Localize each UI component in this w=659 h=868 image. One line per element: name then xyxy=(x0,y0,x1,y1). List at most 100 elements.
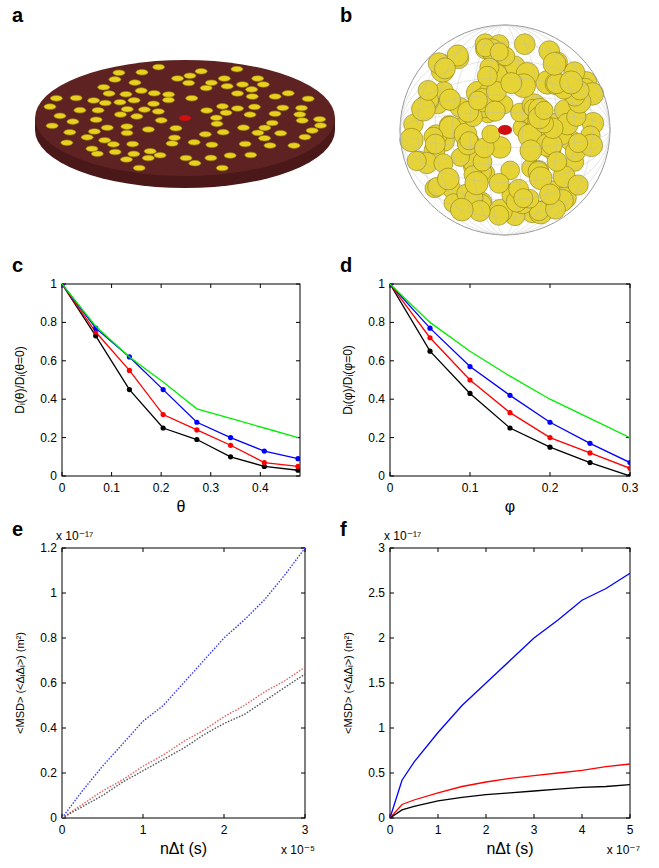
y-tick xyxy=(301,818,305,819)
x-tick xyxy=(630,284,631,288)
x-tick-label: 0.2 xyxy=(542,481,559,495)
y-multiplier: x 10⁻¹⁷ xyxy=(56,529,93,543)
obstacle xyxy=(154,152,166,158)
obstacle xyxy=(88,129,100,135)
series-marker xyxy=(467,364,472,369)
y-tick xyxy=(626,638,630,639)
x-tick xyxy=(486,814,487,818)
obstacle xyxy=(246,87,258,93)
x-tick-label: 3 xyxy=(302,823,309,837)
series-line xyxy=(62,284,298,459)
sphere-grid xyxy=(418,25,593,235)
y-tick xyxy=(390,683,394,684)
y-tick xyxy=(301,593,305,594)
y-tick xyxy=(626,322,630,323)
obstacle xyxy=(162,97,174,103)
obstacle xyxy=(252,130,264,136)
obstacle xyxy=(99,100,111,106)
obstacle xyxy=(128,98,140,104)
obstacle xyxy=(148,101,160,107)
x-tick xyxy=(224,548,225,552)
obstacle xyxy=(266,120,278,126)
sphere-grid xyxy=(400,95,610,165)
sphere-grid xyxy=(435,25,575,235)
obstacle xyxy=(109,77,121,83)
plot-frame xyxy=(62,284,300,476)
x-tick-label: 0.1 xyxy=(462,481,479,495)
obstacle xyxy=(282,90,294,96)
series-line xyxy=(62,284,298,438)
obstacle xyxy=(288,143,300,149)
obstacle xyxy=(121,106,133,112)
obstacle xyxy=(520,140,542,162)
illustration-disk xyxy=(35,60,335,188)
y-tick-label: 1 xyxy=(378,721,385,735)
y-tick xyxy=(62,548,66,549)
figure: ab00.10.20.30.400.20.40.60.81θDᵢ(θ)/Dᵢ(θ… xyxy=(0,0,659,868)
y-tick xyxy=(626,773,630,774)
obstacle xyxy=(540,184,561,205)
series-line xyxy=(390,284,630,463)
x-axis-title: φ xyxy=(505,498,515,515)
x-tick xyxy=(143,814,144,818)
y-tick xyxy=(301,683,305,684)
obstacle xyxy=(306,128,318,134)
obstacle xyxy=(163,92,175,98)
x-tick xyxy=(62,548,63,552)
obstacle xyxy=(186,95,198,101)
obstacle xyxy=(184,73,196,79)
obstacle xyxy=(315,123,327,129)
x-tick-label: 0.3 xyxy=(622,481,639,495)
x-tick xyxy=(62,472,63,476)
series-marker xyxy=(547,445,552,450)
obstacle xyxy=(252,76,264,82)
y-tick xyxy=(62,683,66,684)
x-tick-label: 3 xyxy=(531,823,538,837)
obstacle xyxy=(113,70,125,76)
obstacle xyxy=(183,80,195,86)
obstacle xyxy=(86,146,98,152)
obstacle xyxy=(439,89,460,110)
series-marker xyxy=(295,464,300,469)
chart-panel: 00.10.20.30.400.20.40.60.81θDᵢ(θ)/Dᵢ(θ=0… xyxy=(13,277,301,515)
obstacle xyxy=(244,112,256,118)
y-tick-label: 1 xyxy=(378,277,385,291)
series-marker xyxy=(467,377,472,382)
y-tick xyxy=(62,360,66,361)
y-multiplier: x 10⁻¹⁷ xyxy=(384,529,421,543)
y-tick xyxy=(390,437,394,438)
obstacle xyxy=(269,94,281,100)
y-tick xyxy=(301,638,305,639)
x-tick xyxy=(550,284,551,288)
chart-panel: 01234500.511.522.53nΔt (s)<MSD> (<ΔᵢΔᵢ>)… xyxy=(342,529,640,857)
obstacle xyxy=(136,69,148,75)
obstacle xyxy=(99,137,111,143)
y-tick-label: 0.6 xyxy=(368,354,385,368)
y-tick-label: 1 xyxy=(50,277,57,291)
y-tick xyxy=(390,593,394,594)
y-tick xyxy=(296,284,300,285)
obstacle xyxy=(205,155,217,161)
y-tick-label: 1.5 xyxy=(368,676,385,690)
y-tick xyxy=(390,399,394,400)
obstacle xyxy=(92,107,104,113)
series-marker xyxy=(262,460,267,465)
x-tick xyxy=(390,472,391,476)
x-tick-label: 1 xyxy=(140,823,147,837)
y-tick xyxy=(626,728,630,729)
y-tick-label: 0.2 xyxy=(40,431,57,445)
x-tick xyxy=(260,472,261,476)
x-tick xyxy=(210,284,211,288)
y-tick-label: 0 xyxy=(378,811,385,825)
y-tick-label: 0.8 xyxy=(40,631,57,645)
series-marker xyxy=(427,335,432,340)
x-tick xyxy=(305,814,306,818)
obstacle xyxy=(64,130,76,136)
series-marker xyxy=(627,473,630,476)
obstacle xyxy=(299,134,311,140)
y-tick-label: 1 xyxy=(50,586,57,600)
series-marker xyxy=(262,448,267,453)
y-tick-label: 3 xyxy=(378,541,385,555)
series-marker xyxy=(194,427,199,432)
obstacle xyxy=(231,91,243,97)
